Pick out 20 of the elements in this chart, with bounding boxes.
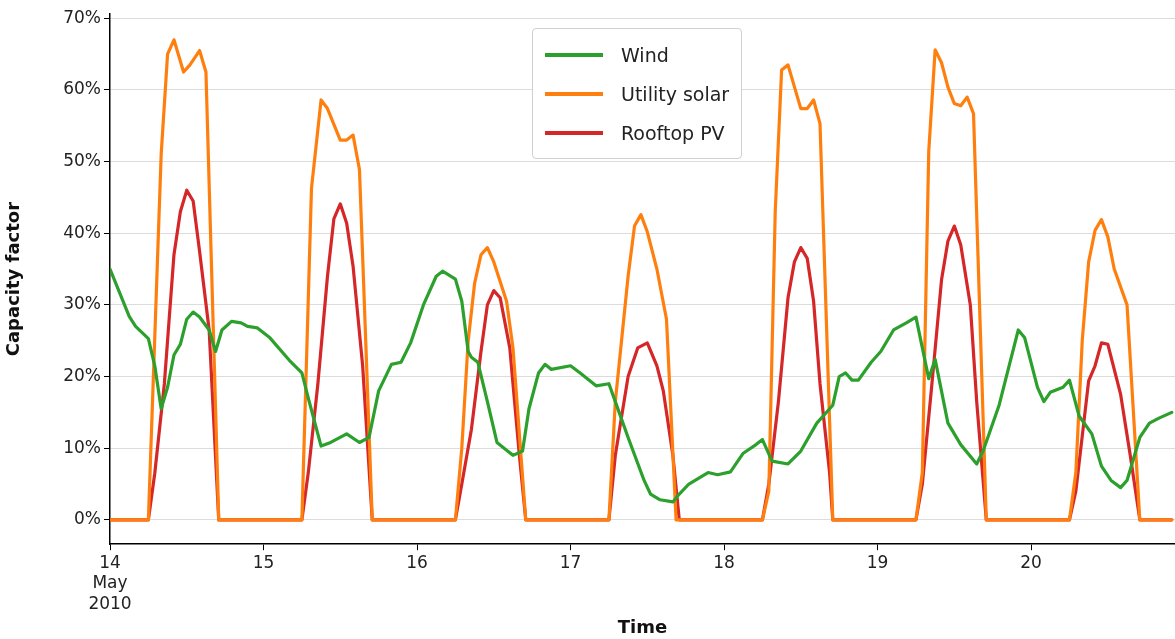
- legend-label: Utility solar: [621, 82, 730, 105]
- y-tick-label: 60%: [63, 78, 101, 99]
- y-axis-title: Capacity factor: [2, 201, 24, 357]
- x-tick-label: 15: [252, 551, 275, 572]
- y-tick-label: 20%: [63, 364, 101, 385]
- y-tick-label: 70%: [63, 6, 101, 27]
- y-tick-label: 10%: [63, 436, 101, 457]
- x-tick-label: 18: [713, 551, 735, 572]
- legend-label: Rooftop PV: [621, 121, 725, 144]
- x-tick-label: 19: [866, 551, 889, 572]
- y-tick-label: 30%: [63, 293, 101, 314]
- legend-label: Wind: [621, 43, 669, 66]
- y-tick-label: 40%: [63, 221, 101, 242]
- x-tick-label: 14 May 2010: [88, 551, 132, 613]
- y-tick-label: 0%: [74, 508, 101, 529]
- x-axis-title: Time: [617, 615, 668, 637]
- y-tick-label: 50%: [63, 150, 101, 171]
- x-tick-label: 17: [559, 551, 582, 572]
- x-tick-label: 20: [1020, 551, 1042, 572]
- x-tick-label: 16: [406, 551, 428, 572]
